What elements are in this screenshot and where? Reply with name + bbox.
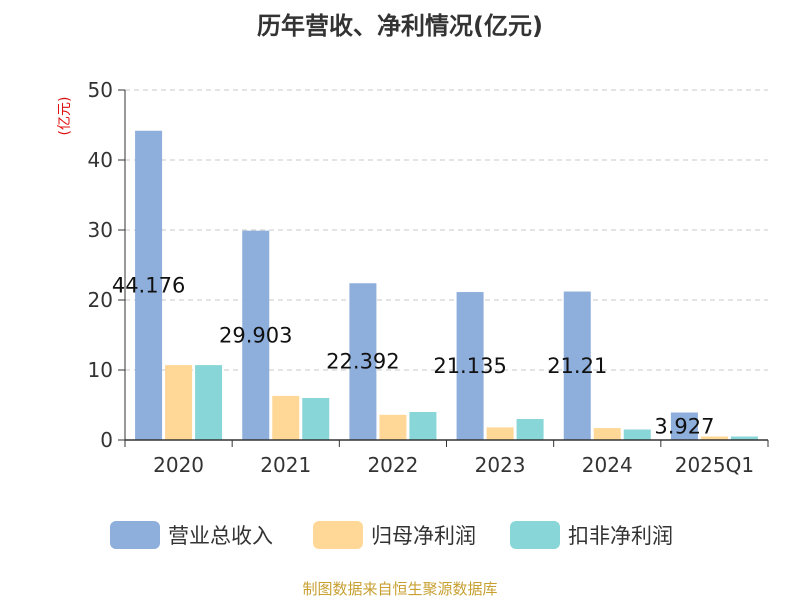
bar [516, 419, 544, 440]
y-tick-label: 30 [88, 218, 113, 242]
legend-label: 扣非净利润 [568, 524, 673, 548]
x-tick-label: 2022 [367, 453, 418, 477]
y-axis-label: (亿元) [57, 97, 73, 136]
bar [135, 130, 163, 440]
legend-label: 营业总收入 [168, 524, 273, 548]
legend-swatch [313, 521, 363, 549]
legend-swatch [510, 521, 560, 549]
bar [165, 365, 193, 440]
bar [730, 436, 758, 440]
legend: 营业总收入 归母净利润 扣非净利润 [110, 521, 673, 549]
x-tick-label: 2023 [475, 453, 526, 477]
legend-item: 营业总收入 [110, 521, 273, 549]
legend-label: 归母净利润 [371, 524, 476, 548]
y-tick-label: 50 [88, 78, 113, 102]
legend-item: 归母净利润 [313, 521, 476, 549]
bar [242, 230, 270, 440]
x-tick-label: 2024 [582, 453, 633, 477]
bar [700, 436, 728, 440]
data-label: 22.392 [326, 350, 399, 374]
bars [135, 130, 758, 440]
bar [302, 398, 330, 440]
bar [623, 429, 651, 440]
y-tick-label: 40 [88, 148, 113, 172]
tick-labels: 0 10 20 30 40 50 2020 2021 2022 2023 2024 2025Q1 [88, 78, 755, 477]
legend-swatch [110, 521, 160, 549]
bar [409, 412, 437, 440]
bar [593, 428, 621, 440]
bar [272, 395, 300, 440]
chart-title: 历年营收、净利情况(亿元) [257, 12, 543, 40]
axes [118, 89, 769, 447]
bar [195, 365, 223, 440]
bar [456, 292, 484, 440]
y-tick-label: 20 [88, 288, 113, 312]
x-tick-label: 2020 [153, 453, 204, 477]
data-labels: 44.176 29.903 22.392 21.135 21.21 3.927 [112, 273, 715, 438]
grid-lines [125, 89, 768, 371]
bar [349, 283, 377, 440]
y-tick-label: 10 [88, 358, 113, 382]
bar [486, 427, 514, 440]
x-tick-label: 2021 [260, 453, 311, 477]
data-label: 3.927 [654, 414, 714, 438]
data-label: 21.135 [433, 354, 506, 378]
data-label: 21.21 [547, 354, 607, 378]
data-label: 44.176 [112, 273, 185, 297]
bar [670, 412, 698, 440]
source-note: 制图数据来自恒生聚源数据库 [302, 580, 497, 598]
y-tick-label: 0 [100, 428, 113, 452]
data-label: 29.903 [219, 323, 292, 347]
bar [379, 414, 407, 440]
legend-item: 扣非净利润 [510, 521, 673, 549]
bar [563, 291, 591, 440]
x-tick-label: 2025Q1 [675, 453, 754, 477]
